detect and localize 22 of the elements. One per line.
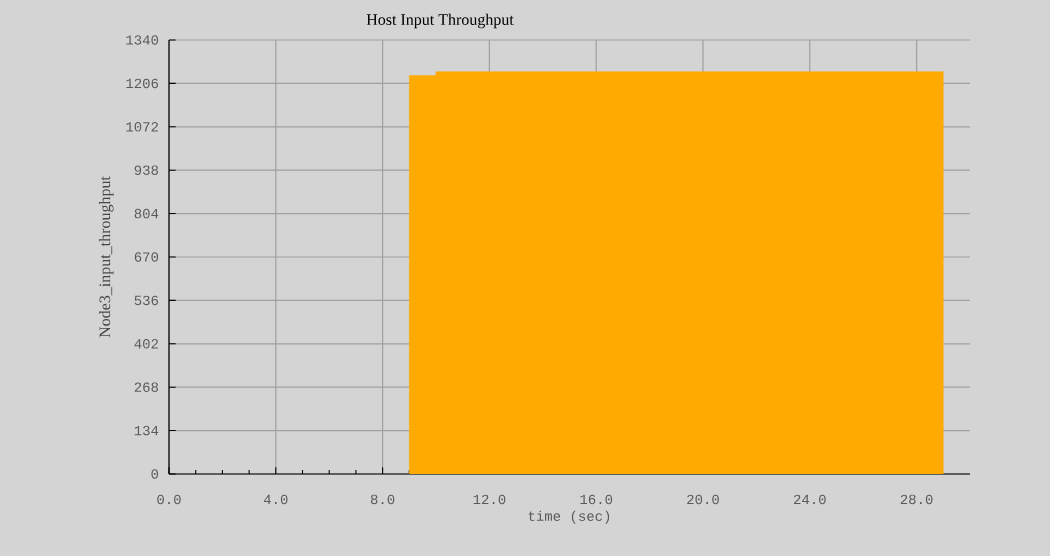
y-tick-label: 134: [134, 425, 159, 436]
x-tick-label: 0.0: [157, 494, 181, 505]
y-tick-label: 268: [134, 382, 159, 392]
y-tick-label: 1206: [126, 78, 159, 89]
y-tick-label: 1340: [126, 35, 159, 45]
y-tick-label: 0: [151, 469, 159, 479]
x-axis-title: time (sec): [528, 510, 610, 524]
y-tick-label: 804: [134, 208, 159, 219]
y-axis-title: Node3_input_throughput: [98, 176, 114, 338]
y-tick-label: 938: [134, 165, 159, 175]
x-tick-label: 24.0: [793, 494, 826, 505]
y-tick-label: 1072: [126, 122, 158, 132]
x-tick-label: 28.0: [900, 494, 933, 505]
x-tick-label: 12.0: [473, 494, 506, 505]
x-tick-label: 8.0: [370, 494, 395, 505]
x-tick-label: 4.0: [263, 494, 288, 505]
y-tick-label: 402: [134, 339, 158, 349]
y-tick-label: 670: [134, 252, 159, 262]
chart-title: Host Input Throughput: [366, 13, 514, 29]
x-tick-label: 16.0: [580, 494, 613, 505]
x-tick-label: 20.0: [687, 494, 719, 505]
y-tick-label: 536: [134, 295, 159, 306]
